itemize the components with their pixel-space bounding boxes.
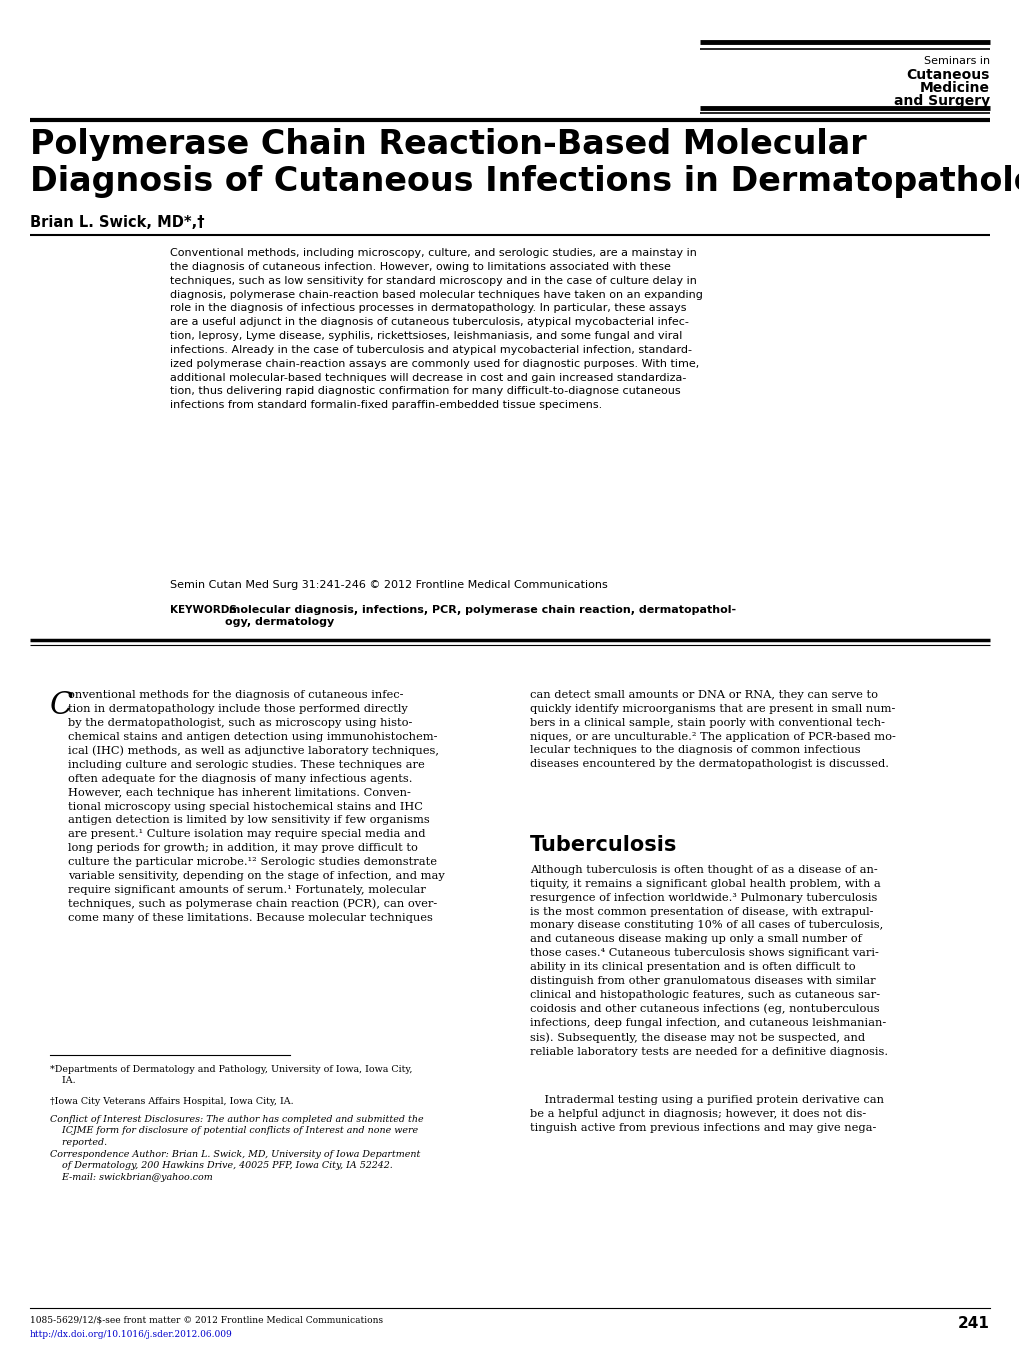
Text: †Iowa City Veterans Affairs Hospital, Iowa City, IA.: †Iowa City Veterans Affairs Hospital, Io…: [50, 1098, 293, 1106]
Text: 1085-5629/12/$-see front matter © 2012 Frontline Medical Communications: 1085-5629/12/$-see front matter © 2012 F…: [30, 1316, 383, 1325]
Text: Conflict of Interest Disclosures: The author has completed and submitted the
   : Conflict of Interest Disclosures: The au…: [50, 1115, 423, 1146]
Text: Although tuberculosis is often thought of as a disease of an-
tiquity, it remain: Although tuberculosis is often thought o…: [530, 865, 888, 1057]
Text: and Surgery: and Surgery: [893, 94, 989, 107]
Text: onventional methods for the diagnosis of cutaneous infec-
tion in dermatopatholo: onventional methods for the diagnosis of…: [68, 690, 444, 923]
Text: Conventional methods, including microscopy, culture, and serologic studies, are : Conventional methods, including microsco…: [170, 248, 702, 411]
Text: Tuberculosis: Tuberculosis: [530, 835, 677, 855]
Text: Brian L. Swick, MD*,†: Brian L. Swick, MD*,†: [30, 215, 204, 230]
Text: C: C: [50, 690, 73, 721]
Text: molecular diagnosis, infections, PCR, polymerase chain reaction, dermatopathol-
: molecular diagnosis, infections, PCR, po…: [225, 605, 736, 627]
Text: Seminars in: Seminars in: [923, 56, 989, 67]
Text: Correspondence Author: Brian L. Swick, MD, University of Iowa Department
    of : Correspondence Author: Brian L. Swick, M…: [50, 1151, 420, 1182]
Text: *Departments of Dermatology and Pathology, University of Iowa, Iowa City,
    IA: *Departments of Dermatology and Patholog…: [50, 1065, 412, 1085]
Text: Polymerase Chain Reaction-Based Molecular: Polymerase Chain Reaction-Based Molecula…: [30, 128, 866, 160]
Text: Medicine: Medicine: [919, 82, 989, 95]
Text: http://dx.doi.org/10.1016/j.sder.2012.06.009: http://dx.doi.org/10.1016/j.sder.2012.06…: [30, 1330, 232, 1340]
Text: KEYWORDS: KEYWORDS: [170, 605, 236, 615]
Text: 241: 241: [957, 1316, 989, 1331]
Text: Diagnosis of Cutaneous Infections in Dermatopathology: Diagnosis of Cutaneous Infections in Der…: [30, 165, 1019, 199]
Text: Intradermal testing using a purified protein derivative can
be a helpful adjunct: Intradermal testing using a purified pro…: [530, 1095, 883, 1133]
Text: Semin Cutan Med Surg 31:241-246 © 2012 Frontline Medical Communications: Semin Cutan Med Surg 31:241-246 © 2012 F…: [170, 579, 607, 590]
Text: can detect small amounts or DNA or RNA, they can serve to
quickly identify micro: can detect small amounts or DNA or RNA, …: [530, 690, 895, 770]
Text: Cutaneous: Cutaneous: [906, 68, 989, 82]
